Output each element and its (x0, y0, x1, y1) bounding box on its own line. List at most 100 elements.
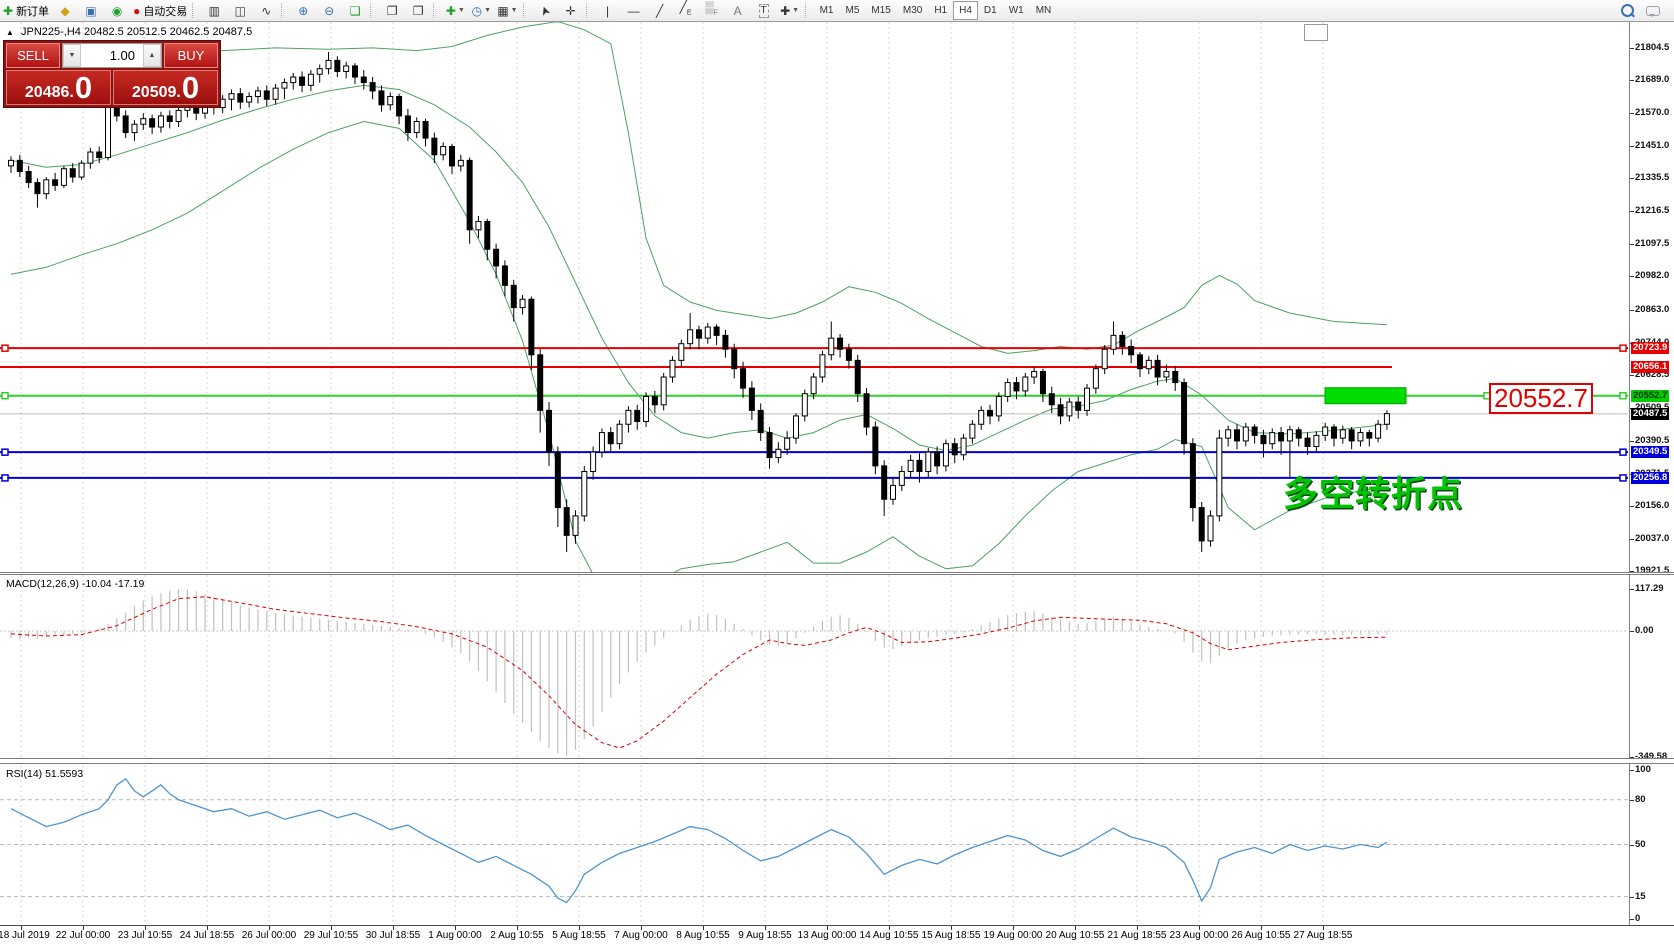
cursor-tool-button[interactable]: ➤ (532, 1, 558, 20)
chat-button[interactable] (1640, 1, 1666, 20)
axis-tick-mark (1630, 48, 1634, 49)
timeframe-button-m30[interactable]: M30 (902, 5, 923, 16)
axis-tick-mark (1630, 178, 1634, 180)
search-button[interactable] (1614, 1, 1640, 20)
buy-button[interactable]: BUY (164, 43, 218, 68)
arrows-tool-button[interactable]: ✚ ▼ (777, 1, 803, 20)
text-label-tool-button[interactable]: T (751, 1, 777, 20)
profile-button[interactable]: ▣ (78, 1, 104, 20)
axis-tick-mark (1630, 919, 1634, 920)
zoom-in-icon: ⊕ (298, 3, 309, 18)
fibonacci-tool-button[interactable]: ▒F (699, 1, 725, 20)
toolbar-separator (522, 3, 528, 18)
toolbar-separator (192, 3, 197, 18)
time-tick-mark (455, 926, 456, 930)
volume-input[interactable]: 1.00 (109, 48, 135, 63)
macd-panel-canvas[interactable] (0, 575, 1629, 757)
signals-button[interactable]: ◉ (104, 1, 130, 20)
timeframe-button-m1[interactable]: M1 (819, 5, 834, 16)
chat-icon (1646, 5, 1660, 17)
time-tick-label: 23 Aug 00:00 (1169, 930, 1229, 941)
price-axis[interactable]: 21804.5 21689.0 21570.0 21451.0 21335.5 21216… (1629, 22, 1674, 925)
candlestick-chart-button[interactable]: ◫ (227, 1, 253, 20)
ohlc-low: 20462.5 (169, 26, 210, 38)
sell-button[interactable]: SELL (6, 43, 60, 68)
zoom-out-icon: ⊖ (324, 3, 335, 18)
time-tick-mark (331, 926, 332, 930)
timeframe-button-w1[interactable]: W1 (1008, 5, 1024, 16)
time-tick-mark (207, 926, 208, 930)
panel-separator[interactable] (0, 758, 1674, 764)
axis-tick-mark (1630, 374, 1634, 376)
time-axis[interactable]: 18 Jul 2019 22 Jul 00:00 23 Jul 10:55 24 Ju… (0, 926, 1629, 945)
chart-symbol-title: ▲ JPN225-,H4 20482.5 20512.5 20462.5 204… (6, 26, 252, 38)
highlight-rect[interactable] (1324, 387, 1407, 405)
axis-tick-mark (1630, 440, 1634, 442)
new-order-icon: ✚ (3, 3, 14, 18)
time-tick-label: 5 Aug 18:55 (552, 930, 606, 941)
zoom-in-button[interactable]: ⊕ (290, 1, 316, 20)
equidistant-channel-icon: ╱E (679, 0, 692, 17)
new-order-button[interactable]: ✚ 新订单 (0, 1, 52, 20)
time-tick-label: 8 Aug 10:55 (676, 930, 730, 941)
horizontal-line-tool-button[interactable]: — (621, 1, 647, 20)
zoom-out-button[interactable]: ⊖ (316, 1, 342, 20)
crosshair-tool-button[interactable]: ✛ (558, 1, 584, 20)
axis-tick-mark (1630, 244, 1634, 246)
timeframe-button-h4[interactable]: H4 (953, 1, 978, 20)
main-toolbar: ✚ 新订单 ◆ ▣ ◉ ● 自动交易 ▥ ◫ ∿ ⊕ ⊖ ❏ ❐ ❐ ✚ ▼ ◷ ▼… (0, 0, 1674, 22)
axis-tick-mark (1630, 211, 1634, 213)
axis-tick-mark (1630, 309, 1634, 311)
tile-windows-button[interactable]: ❏ (342, 1, 368, 20)
axis-tick-mark (1630, 80, 1634, 82)
trendline-icon: ╱ (655, 3, 664, 18)
templates-button[interactable]: ▦ ▼ (494, 1, 520, 20)
main-chart-canvas[interactable] (0, 22, 1629, 573)
metaeditor-button[interactable]: ◆ (52, 1, 78, 20)
candles-layer (8, 52, 1390, 553)
toolbar-separator (433, 3, 438, 18)
bar-chart-button[interactable]: ▥ (201, 1, 227, 20)
time-tick-label: 15 Aug 18:55 (921, 930, 981, 941)
turning-point-annotation[interactable]: 多空转折点 (1283, 475, 1464, 514)
volume-decrease-button[interactable]: ▼ (63, 44, 81, 67)
sell-price-button[interactable]: 20486. 0 (6, 70, 111, 105)
line-chart-button[interactable]: ∿ (253, 1, 279, 20)
autotrading-icon: ● (133, 3, 141, 18)
price-tag: 20256.8 (1631, 471, 1670, 484)
price-tick-label: 21335.5 (1635, 172, 1670, 184)
time-tick-mark (393, 926, 394, 930)
bar-chart-icon: ▥ (208, 3, 220, 18)
step-forward-button[interactable]: ❐ (405, 1, 431, 20)
horizontal-line-icon: — (627, 3, 640, 18)
timeframe-button-h1[interactable]: H1 (934, 5, 948, 16)
vertical-line-icon: | (606, 3, 610, 18)
timeframe-button-d1[interactable]: D1 (983, 5, 997, 16)
trendline-tool-button[interactable]: ╱ (647, 1, 673, 20)
time-tick-label: 24 Jul 18:55 (179, 930, 235, 941)
rsi-panel-canvas[interactable] (0, 765, 1629, 925)
bollinger-middle (10, 84, 1387, 452)
panel-separator[interactable] (0, 572, 1674, 575)
clock-icon: ◷ (471, 3, 483, 18)
autotrading-button[interactable]: ● 自动交易 (130, 1, 190, 20)
volume-increase-button[interactable]: ▲ (143, 44, 161, 67)
toolbar-separator (585, 3, 591, 18)
buy-price-button[interactable]: 20509. 0 (113, 70, 218, 105)
timeframe-button-m15[interactable]: M15 (871, 5, 891, 16)
text-tool-button[interactable]: A (725, 1, 751, 20)
axis-tick-mark (1630, 799, 1634, 801)
vertical-line-tool-button[interactable]: | (595, 1, 621, 20)
candlestick-icon: ◫ (234, 3, 246, 18)
rsi-axis-label: 50 (1635, 838, 1646, 850)
periods-button[interactable]: ◷ ▼ (468, 1, 494, 20)
timeframe-button-mn[interactable]: MN (1035, 5, 1052, 16)
channel-tool-button[interactable]: ╱E (673, 1, 699, 20)
arrange-charts-button[interactable]: ❐ (379, 1, 405, 20)
add-indicator-button[interactable]: ✚ ▼ (442, 1, 468, 20)
text-icon: A (733, 3, 742, 18)
time-tick-mark (827, 926, 828, 930)
axis-tick-mark (1630, 631, 1634, 632)
timeframe-button-m5[interactable]: M5 (845, 5, 860, 16)
price-callout-box[interactable]: 20552.7 (1489, 383, 1593, 414)
